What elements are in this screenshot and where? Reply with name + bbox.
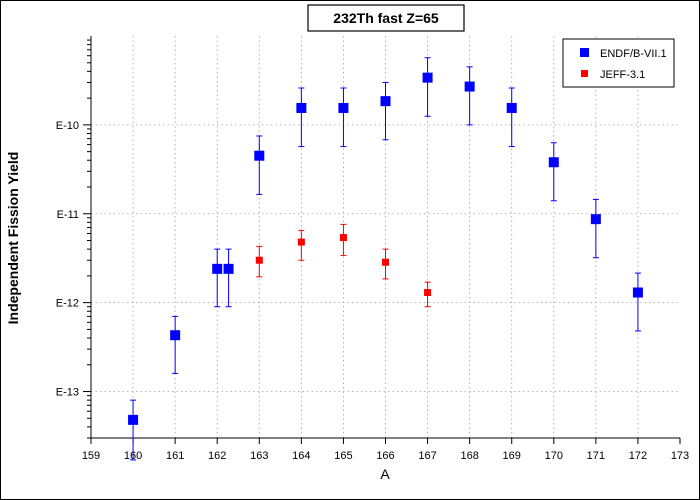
data-point (339, 234, 347, 242)
x-tick-label: 161 (166, 450, 184, 462)
x-tick-label: 164 (292, 450, 310, 462)
y-tick-label: E-13 (56, 387, 79, 399)
y-axis-title: Independent Fission Yield (5, 152, 21, 325)
y-tick-label: E-12 (56, 298, 79, 310)
data-point (632, 287, 643, 298)
data-point (223, 263, 234, 274)
data-point (254, 150, 265, 161)
x-tick-label: 171 (587, 450, 605, 462)
legend-marker-jeff (581, 70, 588, 77)
x-tick-label: 159 (82, 450, 100, 462)
chart-title: 232Th fast Z=65 (307, 4, 465, 32)
y-tick-label: E-11 (57, 209, 79, 221)
series-jeff (255, 223, 432, 308)
data-point (128, 414, 139, 425)
chart-title-text: 232Th fast Z=65 (333, 10, 439, 26)
data-point (382, 258, 389, 266)
x-axis-title: A (380, 466, 390, 482)
x-tick-label: 169 (503, 450, 521, 462)
x-tick-label: 162 (208, 450, 226, 462)
data-point (380, 96, 391, 107)
data-point (338, 102, 349, 113)
data-point (590, 214, 601, 225)
legend-marker-endf (580, 48, 589, 57)
x-tick-label: 168 (460, 450, 478, 462)
data-point (548, 157, 559, 168)
x-tick-label: 167 (418, 450, 436, 462)
data-point (255, 256, 263, 264)
data-point (506, 102, 517, 113)
x-tick-label: 173 (671, 450, 689, 462)
series-endf (128, 57, 643, 461)
legend-box (562, 38, 675, 88)
legend-label-endf: ENDF/B-VII.1 (600, 48, 667, 60)
y-tick-label: E-10 (56, 120, 79, 132)
x-tick-label: 165 (334, 450, 352, 462)
data-points (128, 57, 643, 461)
data-point (464, 81, 475, 92)
data-point (296, 102, 307, 113)
x-tick-label: 170 (545, 450, 563, 462)
grid (91, 36, 680, 438)
x-tick-label: 163 (250, 450, 268, 462)
axes: 159 160 161 162 163 164 165 166 167 168 169 170 171 1… (56, 36, 689, 462)
x-tick-label: 172 (629, 450, 647, 462)
x-tick-label: 166 (376, 450, 394, 462)
data-point (297, 238, 305, 246)
legend-label-jeff: JEFF-3.1 (600, 69, 645, 81)
data-point (212, 263, 223, 274)
data-point (424, 289, 432, 297)
legend: ENDF/B-VII.1 JEFF-3.1 (562, 38, 675, 88)
chart-title-box (307, 4, 465, 32)
data-point (170, 330, 181, 341)
data-point (422, 72, 433, 83)
